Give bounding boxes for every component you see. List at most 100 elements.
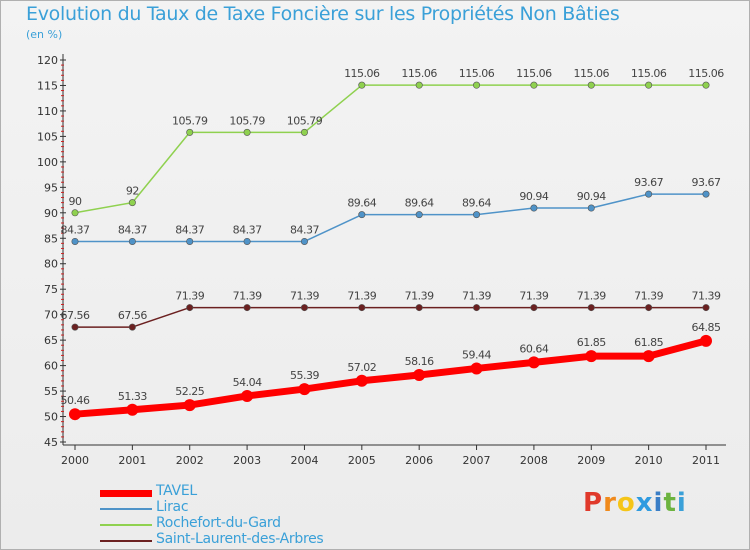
data-label: 52.25 — [175, 385, 204, 398]
data-point — [700, 334, 712, 347]
data-point — [298, 383, 311, 396]
data-label: 115.06 — [688, 67, 724, 80]
logo-letter: i — [653, 488, 664, 518]
data-point — [241, 389, 254, 402]
series-line-rochefort-du-gard — [74, 84, 706, 214]
data-label: 115.06 — [459, 67, 495, 80]
y-tick-label: 60 — [44, 360, 58, 373]
data-label: 115.06 — [344, 67, 380, 80]
data-point — [702, 304, 710, 312]
data-point — [473, 304, 481, 312]
series-line-lirac — [75, 193, 706, 243]
data-point — [530, 304, 538, 312]
data-point — [128, 323, 136, 331]
data-point — [473, 211, 481, 219]
data-label: 71.39 — [577, 290, 606, 303]
data-label: 71.39 — [634, 290, 663, 303]
data-point — [300, 237, 308, 245]
legend-swatch — [100, 540, 152, 542]
y-tick-label: 110 — [37, 105, 58, 118]
data-point — [702, 190, 710, 198]
data-point — [358, 81, 366, 89]
data-label: 57.02 — [347, 361, 376, 374]
data-label: 115.06 — [516, 67, 552, 80]
legend-label: Lirac — [156, 499, 189, 515]
legend-swatch — [100, 490, 152, 497]
x-tick-label: 2006 — [405, 454, 433, 467]
data-point — [530, 204, 538, 212]
data-point — [186, 304, 194, 312]
y-tick-label: 90 — [44, 207, 58, 220]
data-label: 71.39 — [519, 290, 548, 303]
data-label: 89.64 — [405, 197, 434, 210]
data-label: 84.37 — [175, 223, 204, 236]
data-point — [530, 81, 538, 89]
data-point — [126, 403, 139, 416]
x-tick-label: 2000 — [61, 454, 89, 467]
data-label: 64.85 — [692, 321, 721, 334]
logo-letter: o — [616, 488, 636, 518]
data-label: 71.39 — [233, 290, 262, 303]
data-point — [186, 128, 194, 136]
series-line-saint-laurent-des-arbres — [75, 306, 706, 328]
data-point — [358, 211, 366, 219]
legend-label: Rochefort-du-Gard — [156, 515, 281, 531]
data-label: 105.79 — [287, 114, 323, 127]
data-label: 67.56 — [61, 309, 90, 322]
data-label: 105.79 — [172, 114, 208, 127]
legend-label: Saint-Laurent-des-Arbres — [156, 531, 324, 547]
y-tick-label: 95 — [44, 181, 58, 194]
data-point — [243, 237, 251, 245]
data-point — [413, 368, 426, 381]
data-label: 59.44 — [462, 348, 491, 361]
legend-swatch — [100, 508, 152, 510]
y-tick-label: 105 — [37, 130, 58, 143]
x-tick-label: 2009 — [577, 454, 605, 467]
legend-label: TAVEL — [156, 483, 197, 499]
data-point — [355, 374, 368, 387]
data-label: 60.64 — [519, 342, 548, 355]
data-label: 92 — [126, 185, 139, 198]
logo-letter: P — [583, 488, 604, 518]
data-label: 90 — [69, 195, 82, 208]
series-line-tavel — [74, 337, 707, 418]
data-label: 89.64 — [462, 197, 491, 210]
data-label: 115.06 — [631, 67, 667, 80]
data-point — [128, 199, 136, 207]
chart-title: Evolution du Taux de Taxe Foncière sur l… — [26, 3, 620, 25]
logo-letter: r — [603, 488, 617, 518]
data-label: 84.37 — [233, 223, 262, 236]
y-tick-label: 75 — [44, 283, 58, 296]
x-tick-label: 2011 — [692, 454, 720, 467]
data-point — [645, 81, 653, 89]
data-label: 84.37 — [290, 223, 319, 236]
data-point — [702, 81, 710, 89]
data-point — [642, 350, 655, 363]
data-point — [415, 211, 423, 219]
data-label: 50.46 — [61, 394, 90, 407]
logo-letter: t — [663, 488, 677, 518]
data-label: 90.94 — [519, 190, 548, 203]
data-point — [415, 81, 423, 89]
data-label: 115.06 — [574, 67, 610, 80]
logo-letter: i — [676, 488, 687, 518]
y-tick-label: 120 — [37, 54, 58, 67]
x-tick-label: 2010 — [635, 454, 663, 467]
data-label: 51.33 — [118, 390, 147, 403]
data-point — [645, 190, 653, 198]
data-label: 55.39 — [290, 369, 319, 382]
y-tick-label: 115 — [37, 79, 58, 92]
y-tick-label: 85 — [44, 232, 58, 245]
data-point — [473, 81, 481, 89]
data-label: 67.56 — [118, 309, 147, 322]
data-point — [71, 209, 79, 217]
x-tick-label: 2004 — [290, 454, 318, 467]
logo-letter: x — [635, 488, 654, 518]
data-label: 71.39 — [462, 290, 491, 303]
data-label: 71.39 — [405, 290, 434, 303]
y-tick-label: 45 — [44, 436, 58, 449]
data-label: 105.79 — [229, 114, 265, 127]
y-tick-label: 65 — [44, 334, 58, 347]
